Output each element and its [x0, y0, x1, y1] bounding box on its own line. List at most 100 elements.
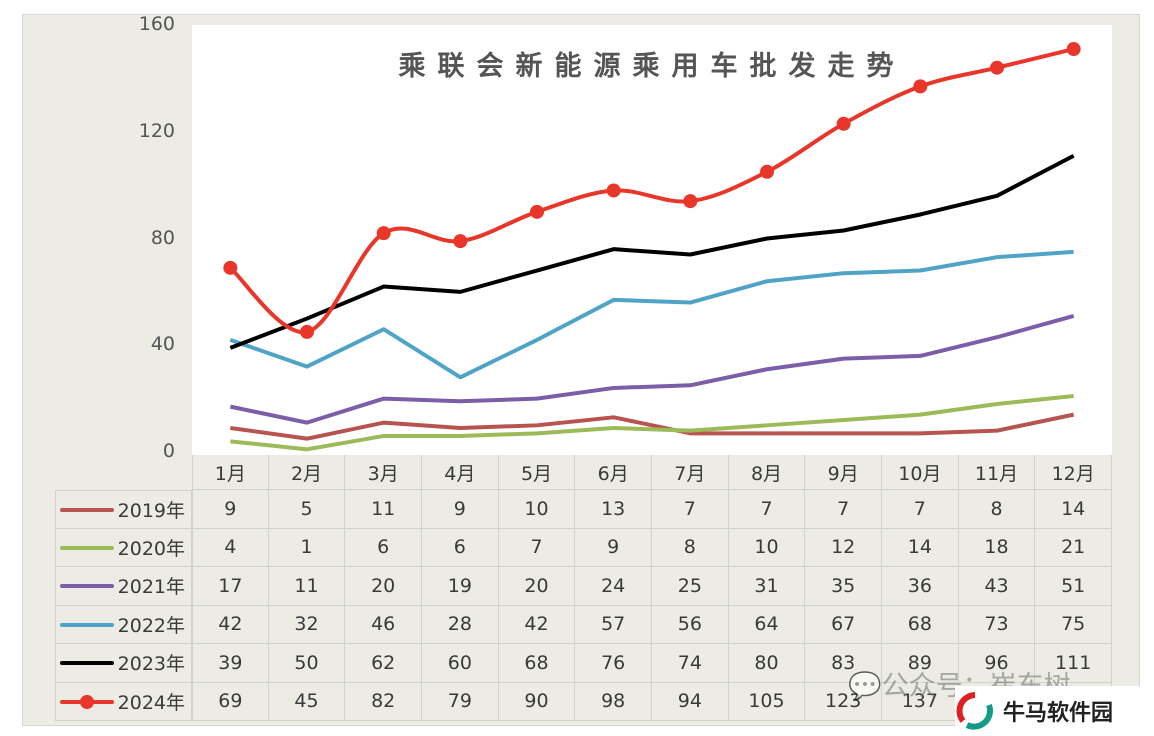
legend-entry: 2022年 — [55, 605, 192, 644]
legend-entry-text: 2019年 — [117, 499, 185, 522]
legend-swatch — [60, 584, 114, 589]
y-tick-label: 40 — [150, 333, 175, 356]
table-cell-text: 24 — [601, 574, 626, 597]
table-cell: 39 — [192, 644, 269, 683]
table-cell-text: 21 — [1061, 536, 1086, 559]
table-cell-text: 123 — [825, 690, 862, 713]
table-cell: 80 — [728, 644, 806, 683]
table-cell: 10 — [728, 528, 806, 567]
column-header: 8月 — [728, 455, 806, 490]
table-cell: 74 — [652, 644, 729, 683]
table-cell-text: 20 — [371, 574, 396, 597]
legend-entry-text: 2024年 — [117, 691, 185, 714]
table-cell-text: 35 — [831, 574, 856, 597]
table-cell-text: 94 — [677, 690, 702, 713]
data-point — [223, 260, 238, 275]
column-header-text: 2月 — [290, 462, 323, 485]
data-point — [760, 164, 774, 179]
table-cell-text: 36 — [907, 574, 932, 597]
legend-entry: 2020年 — [55, 528, 192, 567]
legend-entry: 2019年 — [55, 490, 192, 529]
wechat-icon: 💬 — [848, 671, 882, 702]
column-header-text: 10月 — [898, 462, 942, 485]
table-cell: 42 — [192, 605, 269, 644]
table-cell: 45 — [268, 682, 346, 721]
column-header: 4月 — [422, 455, 499, 490]
table-cell: 32 — [268, 605, 346, 644]
table-cell-text: 50 — [294, 651, 319, 674]
column-header-text: 7月 — [674, 462, 706, 485]
column-header: 7月 — [652, 455, 729, 490]
data-point — [1066, 42, 1081, 57]
table-cell: 8 — [652, 528, 729, 567]
table-cell-text: 28 — [447, 613, 472, 636]
data-point — [530, 204, 544, 219]
table-cell-text: 73 — [984, 613, 1009, 636]
table-cell-text: 74 — [677, 651, 702, 674]
table-cell-text: 9 — [607, 536, 620, 559]
table-cell: 18 — [958, 528, 1036, 567]
table-cell-text: 32 — [294, 613, 319, 636]
table-cell: 68 — [498, 644, 576, 683]
table-cell: 7 — [805, 490, 882, 529]
table-cell-text: 39 — [218, 651, 243, 674]
table-cell: 17 — [192, 567, 269, 606]
table-cell-text: 82 — [371, 690, 396, 713]
table-cell-text: 7 — [913, 497, 926, 520]
table-cell: 36 — [882, 567, 959, 606]
table-cell: 7 — [652, 490, 729, 529]
table-cell-text: 19 — [447, 574, 472, 597]
table-cell: 14 — [1035, 490, 1112, 529]
table-cell-text: 9 — [453, 497, 466, 520]
table-cell: 50 — [268, 644, 346, 683]
table-cell-text: 79 — [447, 690, 472, 713]
table-cell: 14 — [882, 528, 959, 567]
legend-swatch — [60, 694, 114, 709]
column-header-text: 8月 — [750, 462, 783, 485]
column-header-text: 6月 — [597, 462, 629, 485]
table-cell: 5 — [268, 490, 346, 529]
table-cell-text: 9 — [224, 497, 237, 520]
table-cell-text: 18 — [984, 536, 1009, 559]
table-cell: 35 — [805, 567, 882, 606]
legend-entry-text: 2022年 — [117, 614, 185, 637]
legend-swatch — [60, 622, 114, 627]
table-cell-text: 20 — [524, 574, 549, 597]
table-cell-text: 51 — [1061, 574, 1086, 597]
series-line-2023年 — [229, 153, 1075, 350]
table-cell-text: 10 — [524, 497, 549, 520]
table-cell-text: 60 — [447, 651, 472, 674]
table-cell: 7 — [728, 490, 806, 529]
table-cell: 20 — [498, 567, 576, 606]
y-tick-label: 0 — [162, 440, 175, 462]
table-cell-text: 80 — [754, 651, 779, 674]
table-cell: 82 — [345, 682, 422, 721]
table-cell: 24 — [575, 567, 652, 606]
table-cell-text: 105 — [748, 690, 785, 713]
table-cell-text: 75 — [1061, 613, 1086, 636]
data-point — [683, 194, 698, 209]
table-cell: 67 — [805, 605, 882, 644]
y-tick-label: 80 — [150, 226, 175, 249]
legend-entry: 2023年 — [55, 644, 192, 683]
table-cell: 11 — [268, 567, 346, 606]
table-cell: 31 — [728, 567, 806, 606]
table-cell: 96 — [958, 644, 1036, 683]
table-cell: 7 — [882, 490, 959, 529]
table-cell-text: 137 — [901, 690, 938, 713]
series-line-2024年 — [228, 47, 1075, 334]
table-cell-text: 7 — [530, 536, 543, 559]
data-point — [300, 324, 314, 339]
table-cell: 83 — [805, 644, 882, 683]
table-cell: 25 — [652, 567, 729, 606]
table-cell-text: 14 — [1061, 497, 1086, 520]
column-header: 5月 — [498, 455, 576, 490]
table-cell: 64 — [728, 605, 806, 644]
column-header: 1月 — [192, 455, 269, 490]
table-cell-text: 42 — [524, 613, 549, 636]
table-cell-text: 7 — [837, 497, 850, 520]
table-cell-text: 90 — [524, 690, 549, 713]
table-cell-text: 68 — [907, 613, 932, 636]
column-header-text: 1月 — [214, 462, 246, 485]
legend-swatch — [60, 508, 114, 513]
